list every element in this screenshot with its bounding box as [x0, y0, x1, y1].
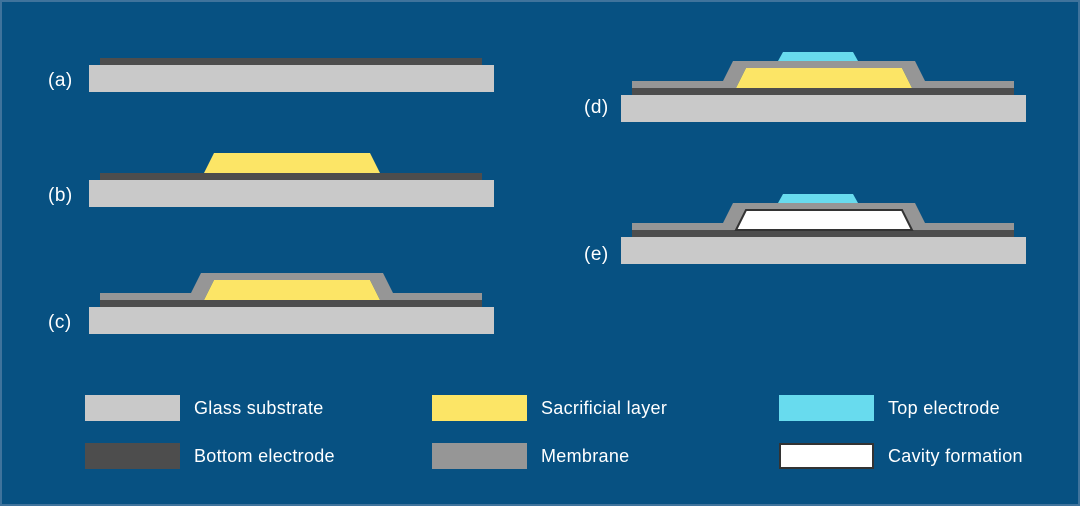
glass-substrate-layer — [89, 180, 494, 207]
step-e-diagram — [621, 194, 1026, 264]
membrane-layer — [632, 203, 1014, 230]
step-a-diagram — [89, 58, 494, 92]
step-b-label: (b) — [48, 185, 73, 206]
cavity-formation-swatch — [779, 443, 874, 469]
legend-label: Bottom electrode — [194, 445, 335, 466]
sacrificial-layer-swatch — [432, 395, 527, 421]
legend-item-glass-substrate: Glass substrate — [85, 395, 324, 421]
legend-item-cavity-formation: Cavity formation — [779, 443, 1023, 469]
step-d-label: (d) — [584, 97, 609, 118]
step-c-label: (c) — [48, 312, 72, 333]
legend-label: Membrane — [541, 445, 630, 466]
glass-substrate-layer — [89, 307, 494, 334]
step-e-label: (e) — [584, 244, 609, 265]
top-electrode-shape — [778, 52, 858, 61]
bottom-electrode-swatch — [85, 443, 180, 469]
step-d-diagram — [621, 52, 1026, 122]
step-b-diagram — [89, 153, 494, 207]
bottom-electrode-layer — [100, 58, 482, 65]
bottom-electrode-layer — [632, 230, 1014, 237]
legend-item-top-electrode: Top electrode — [779, 395, 1000, 421]
bottom-electrode-layer — [100, 173, 482, 180]
bottom-electrode-layer — [632, 88, 1014, 95]
legend-label: Sacrificial layer — [541, 397, 668, 418]
bottom-electrode-layer — [100, 300, 482, 307]
legend-label: Cavity formation — [888, 445, 1023, 466]
sacrificial-layer-shape — [204, 280, 380, 300]
membrane-swatch — [432, 443, 527, 469]
membrane-layer — [100, 273, 482, 300]
glass-substrate-swatch — [85, 395, 180, 421]
legend-item-membrane: Membrane — [432, 443, 629, 469]
legend-label: Top electrode — [888, 397, 1000, 418]
step-a-label: (a) — [48, 70, 73, 91]
legend-item-bottom-electrode: Bottom electrode — [85, 443, 335, 469]
top-electrode-swatch — [779, 395, 874, 421]
sacrificial-layer-shape — [204, 153, 380, 173]
legend-item-sacrificial-layer: Sacrificial layer — [432, 395, 667, 421]
membrane-layer — [632, 61, 1014, 88]
legend-label: Glass substrate — [194, 397, 324, 418]
glass-substrate-layer — [621, 95, 1026, 122]
cavity-shape — [734, 209, 914, 231]
top-electrode-shape — [778, 194, 858, 203]
sacrificial-layer-shape — [736, 68, 912, 88]
glass-substrate-layer — [621, 237, 1026, 264]
step-c-diagram — [89, 273, 494, 334]
glass-substrate-layer — [89, 65, 494, 92]
